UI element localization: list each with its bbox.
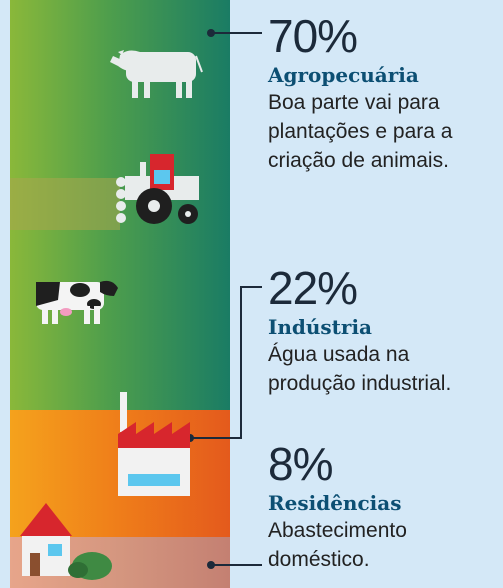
title-industria: Indústria bbox=[268, 315, 373, 339]
description-residencias: Abastecimento doméstico. bbox=[268, 516, 407, 574]
cow-icon bbox=[36, 280, 118, 324]
description-line: Água usada na bbox=[268, 343, 410, 366]
connector-residencias bbox=[207, 561, 262, 569]
connector-industria bbox=[186, 286, 262, 442]
segment-agropecuaria: 70% Agropecuária Boa parte vai para plan… bbox=[268, 12, 452, 175]
description-line: plantações e para a bbox=[268, 120, 453, 143]
description-line: doméstico. bbox=[268, 548, 370, 571]
description-line: Boa parte vai para bbox=[268, 91, 440, 114]
description-line: Abastecimento bbox=[268, 519, 407, 542]
percent-agropecuaria: 70% bbox=[268, 10, 358, 62]
factory-icon bbox=[118, 392, 190, 496]
tractor-icon bbox=[10, 154, 199, 230]
ox-icon bbox=[110, 50, 203, 98]
description-industria: Água usada na produção industrial. bbox=[268, 340, 451, 398]
percent-industria: 22% bbox=[268, 262, 358, 314]
description-line: produção industrial. bbox=[268, 372, 452, 395]
title-agropecuaria: Agropecuária bbox=[268, 63, 419, 87]
title-residencias: Residências bbox=[268, 491, 402, 515]
connector-agropecuaria bbox=[207, 29, 262, 37]
segment-industria: 22% Indústria Água usada na produção ind… bbox=[268, 264, 451, 398]
description-agropecuaria: Boa parte vai para plantações e para a c… bbox=[268, 88, 452, 175]
house-icon bbox=[20, 503, 112, 580]
description-line: criação de animais. bbox=[268, 149, 449, 172]
percent-residencias: 8% bbox=[268, 438, 333, 490]
segment-residencias: 8% Residências Abastecimento doméstico. bbox=[268, 440, 407, 574]
